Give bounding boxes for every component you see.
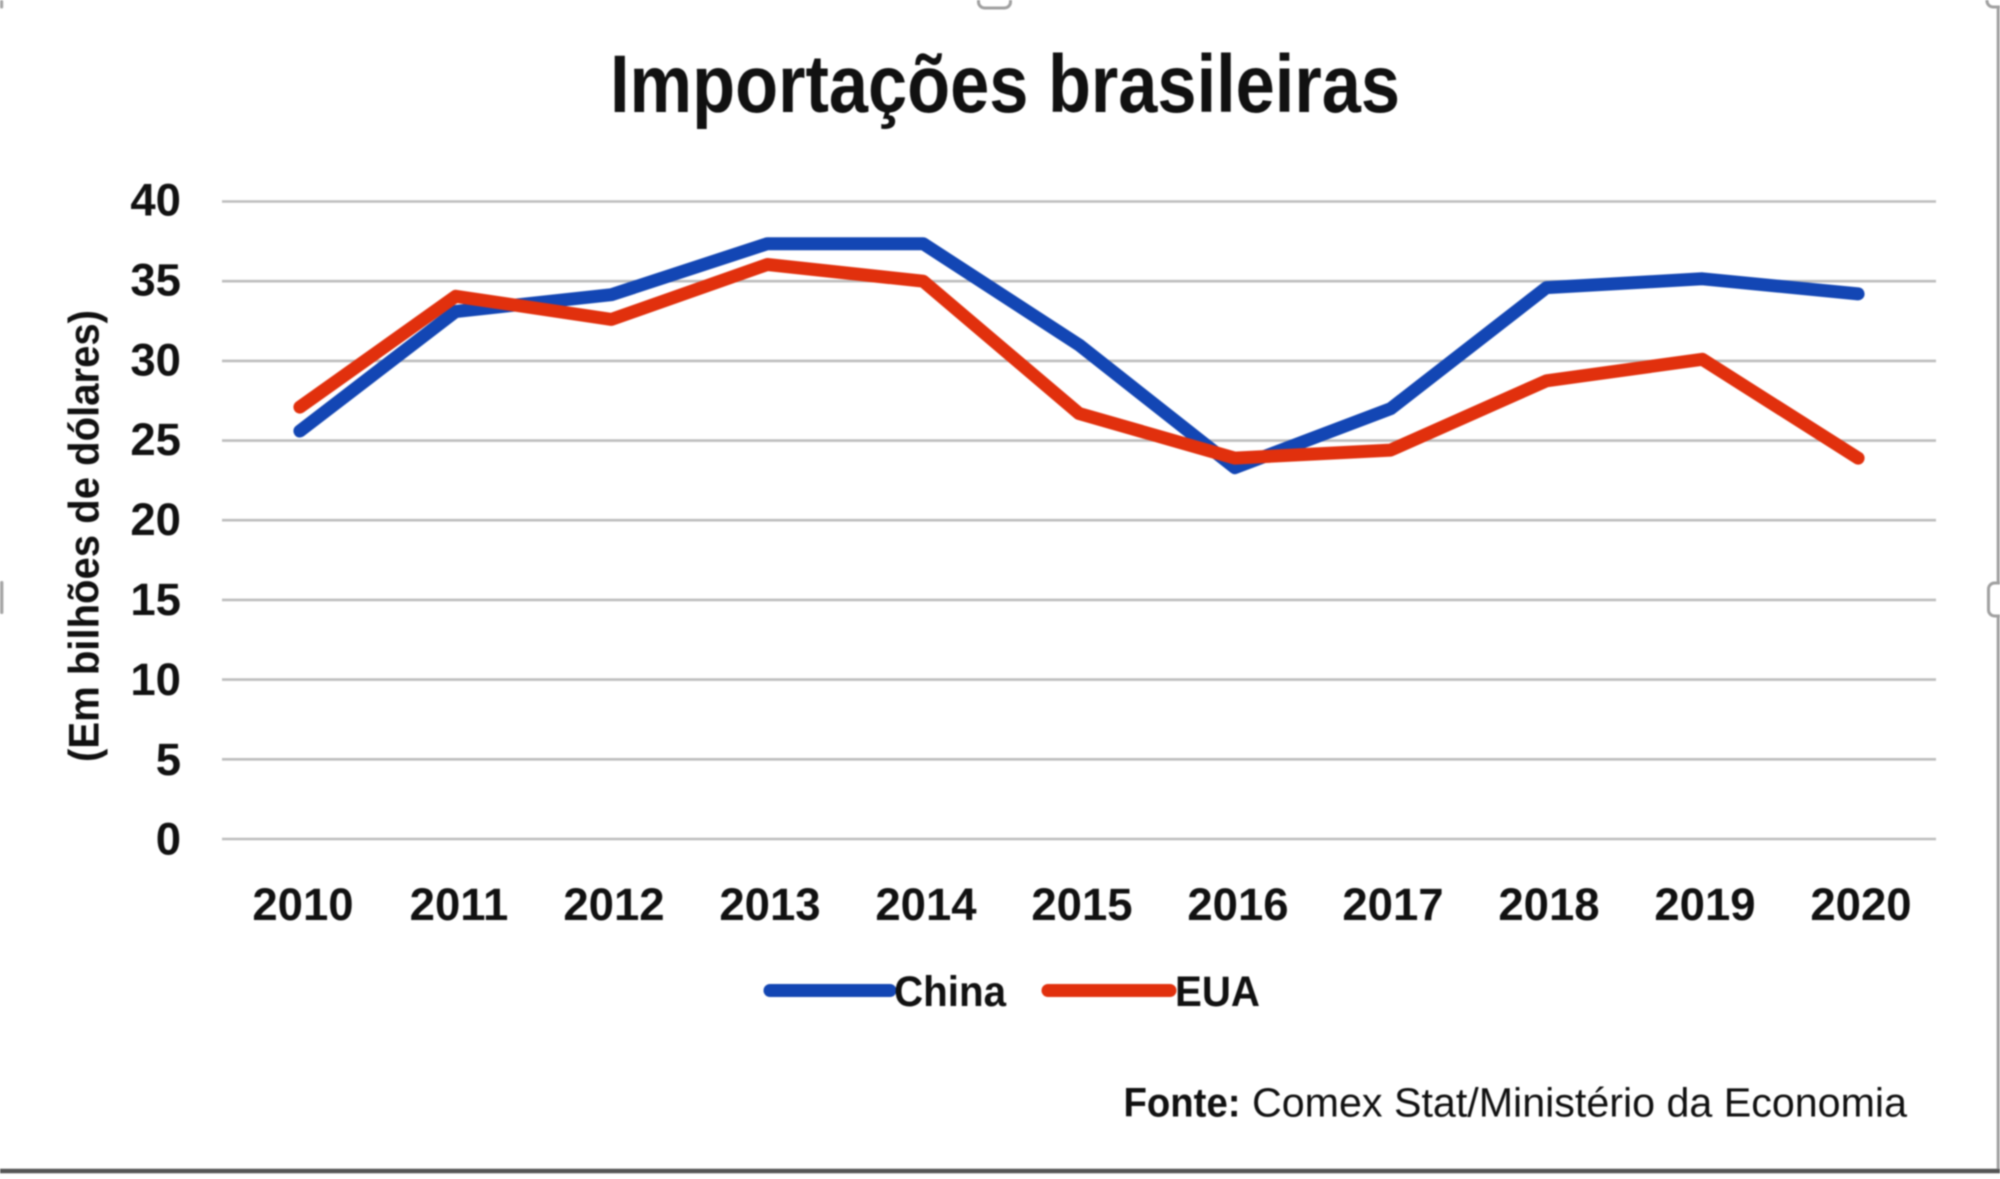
svg-text:(Em bilhões de dólares): (Em bilhões de dólares)	[61, 310, 109, 762]
svg-text:2014: 2014	[875, 879, 977, 930]
svg-text:40: 40	[130, 175, 181, 226]
svg-text:25: 25	[130, 414, 181, 465]
svg-text:2015: 2015	[1031, 879, 1132, 930]
svg-text:2016: 2016	[1187, 879, 1288, 930]
svg-text:2017: 2017	[1342, 879, 1443, 930]
svg-text:2013: 2013	[719, 879, 820, 930]
svg-text:Fonte:: Fonte:	[1124, 1080, 1241, 1126]
svg-text:Importações brasileiras: Importações brasileiras	[610, 39, 1400, 130]
svg-text:2020: 2020	[1810, 879, 1911, 930]
svg-text:2019: 2019	[1654, 879, 1755, 930]
svg-text:30: 30	[130, 334, 181, 385]
svg-text:10: 10	[130, 654, 181, 705]
svg-text:0: 0	[156, 814, 181, 865]
svg-text:Comex Stat/Ministério da Econo: Comex Stat/Ministério da Economia	[1252, 1080, 1907, 1126]
svg-text:35: 35	[130, 254, 181, 305]
svg-text:2011: 2011	[410, 879, 509, 930]
svg-text:2018: 2018	[1498, 879, 1599, 930]
svg-text:20: 20	[130, 494, 181, 545]
svg-text:2012: 2012	[563, 879, 664, 930]
svg-text:China: China	[894, 969, 1006, 1016]
svg-text:15: 15	[130, 574, 181, 625]
svg-text:5: 5	[156, 734, 181, 785]
svg-text:2010: 2010	[252, 879, 353, 930]
svg-text:EUA: EUA	[1175, 969, 1260, 1016]
